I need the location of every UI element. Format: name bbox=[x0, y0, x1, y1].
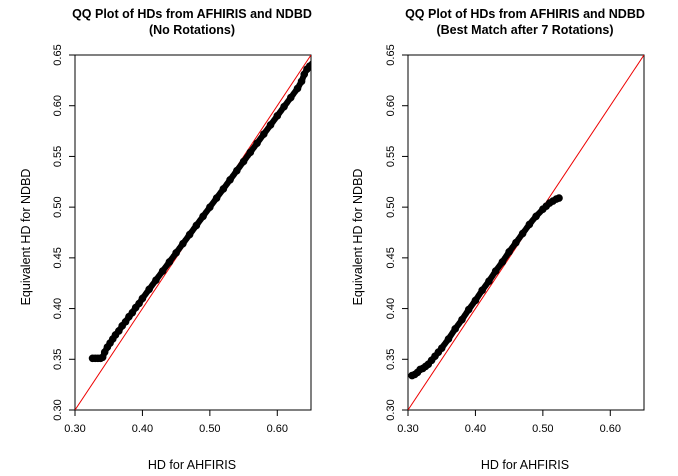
y-tick-label: 0.65 bbox=[385, 44, 397, 65]
data-point bbox=[219, 185, 228, 193]
data-point bbox=[179, 239, 187, 248]
y-tick-label: 0.65 bbox=[52, 44, 64, 65]
data-point bbox=[444, 335, 453, 343]
y-tick-label: 0.60 bbox=[385, 95, 397, 116]
data-point bbox=[512, 238, 520, 247]
data-point bbox=[505, 247, 513, 256]
data-point bbox=[206, 203, 214, 211]
y-tick-label: 0.60 bbox=[52, 95, 64, 116]
data-point bbox=[525, 220, 534, 229]
data-point bbox=[128, 308, 137, 317]
y-axis-label: Equivalent HD for NDBD bbox=[351, 169, 365, 306]
data-point bbox=[172, 248, 180, 257]
y-tick-label: 0.40 bbox=[385, 298, 397, 319]
data-point bbox=[253, 139, 261, 148]
data-point bbox=[145, 285, 153, 294]
x-axis-label: HD for AHFIRIS bbox=[148, 458, 236, 472]
data-point bbox=[478, 286, 486, 295]
data-point bbox=[273, 112, 282, 120]
plot-marks: 0.30 0.40 0.50 0.60 0.30 0.35 0.40 0.45 0.50 0.55… bbox=[385, 44, 644, 435]
data-point bbox=[491, 267, 500, 275]
data-point bbox=[233, 166, 241, 175]
data-point bbox=[135, 299, 143, 308]
y-axis-label: Equivalent HD for NDBD bbox=[19, 169, 33, 306]
data-point bbox=[293, 84, 302, 93]
x-tick-label: 0.40 bbox=[132, 423, 153, 435]
data-point bbox=[115, 327, 123, 335]
y-tick-label: 0.35 bbox=[385, 349, 397, 370]
chart-title: QQ Plot of HDs from AFHIRIS and NDBD bbox=[405, 7, 645, 21]
chart-subtitle: (Best Match after 7 Rotations) bbox=[436, 23, 613, 37]
data-point bbox=[437, 344, 446, 352]
plot-frame bbox=[407, 54, 645, 411]
data-point bbox=[308, 60, 311, 68]
data-point bbox=[98, 353, 107, 362]
data-point bbox=[471, 296, 480, 305]
data-point bbox=[94, 354, 102, 363]
data-point bbox=[199, 212, 207, 221]
data-point bbox=[121, 317, 130, 326]
data-point bbox=[192, 221, 201, 230]
x-tick-label: 0.40 bbox=[465, 423, 486, 435]
data-point bbox=[458, 315, 466, 324]
x-tick-label: 0.60 bbox=[267, 423, 288, 435]
data-point bbox=[518, 229, 527, 238]
chart-subtitle: (No Rotations) bbox=[149, 23, 235, 37]
data-point bbox=[485, 277, 493, 285]
data-point bbox=[246, 148, 255, 157]
data-point bbox=[297, 77, 306, 86]
x-tick-label: 0.50 bbox=[199, 423, 220, 435]
qq-plot-panel-best-match: QQ Plot of HDs from AFHIRIS and NDBD (Be… bbox=[351, 7, 645, 472]
y-tick-label: 0.45 bbox=[52, 247, 64, 268]
data-point bbox=[286, 93, 295, 102]
y-tick-label: 0.35 bbox=[52, 349, 64, 370]
data-point bbox=[138, 294, 147, 303]
data-point bbox=[266, 121, 275, 129]
y-tick-label: 0.30 bbox=[52, 399, 64, 420]
data-point bbox=[464, 305, 473, 314]
y-tick-label: 0.45 bbox=[385, 247, 397, 268]
data-point bbox=[451, 325, 460, 333]
y-tick-label: 0.30 bbox=[385, 399, 397, 420]
qq-points-band bbox=[409, 195, 562, 379]
y-tick-label: 0.50 bbox=[52, 196, 64, 217]
plot-frame bbox=[74, 54, 312, 411]
x-tick-label: 0.60 bbox=[600, 423, 621, 435]
y-tick-label: 0.40 bbox=[52, 298, 64, 319]
data-point bbox=[212, 194, 221, 202]
x-tick-label: 0.50 bbox=[532, 423, 553, 435]
data-point bbox=[239, 157, 248, 166]
data-point bbox=[152, 276, 160, 284]
data-point bbox=[226, 175, 234, 184]
data-point bbox=[88, 354, 97, 363]
chart-title: QQ Plot of HDs from AFHIRIS and NDBD bbox=[72, 7, 312, 21]
y-tick-label: 0.55 bbox=[52, 146, 64, 167]
y-tick-label: 0.55 bbox=[385, 146, 397, 167]
data-point bbox=[498, 258, 507, 266]
qq-points-band bbox=[89, 61, 311, 362]
data-point bbox=[91, 354, 100, 363]
qq-plot-panel-no-rotations: QQ Plot of HDs from AFHIRIS and NDBD (No… bbox=[19, 7, 312, 472]
data-point bbox=[165, 258, 174, 266]
x-tick-label: 0.30 bbox=[64, 423, 85, 435]
data-point bbox=[259, 130, 268, 138]
data-point bbox=[158, 267, 167, 275]
y-tick-label: 0.50 bbox=[385, 196, 397, 217]
x-tick-label: 0.30 bbox=[397, 423, 418, 435]
data-point bbox=[532, 212, 540, 221]
data-point bbox=[280, 102, 288, 111]
plot-marks: 0.30 0.40 0.50 0.60 0.30 0.35 0.40 0.45 0.50 0.55… bbox=[52, 44, 311, 435]
data-point bbox=[185, 230, 194, 239]
x-axis-label: HD for AHFIRIS bbox=[481, 458, 569, 472]
data-point bbox=[555, 194, 563, 202]
